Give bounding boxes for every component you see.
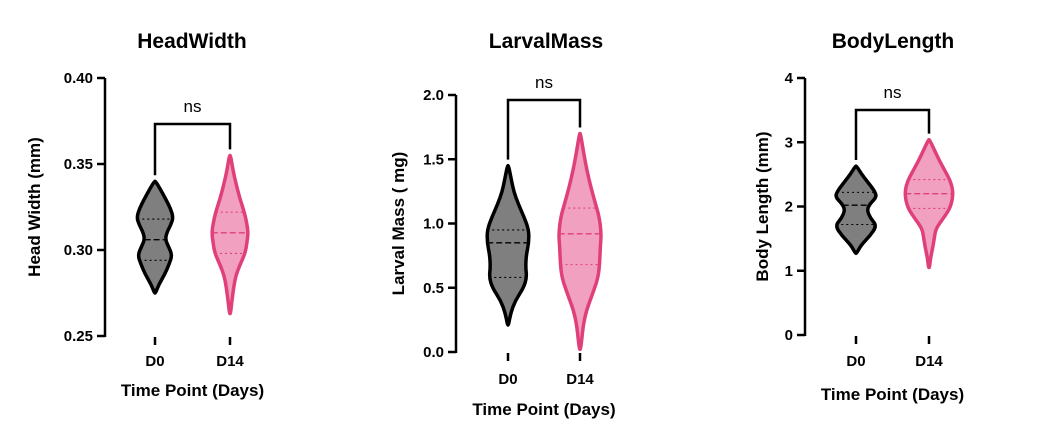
y-tick-label: 0.5 bbox=[423, 280, 444, 297]
chart-title: LarvalMass bbox=[489, 30, 603, 53]
x-axis-label: Time Point (Days) bbox=[121, 381, 264, 400]
x-tick-label: D0 bbox=[145, 353, 164, 370]
chart-panel-2: LarvalMass Larval Mass ( mg) Time Point (D… bbox=[389, 30, 616, 419]
y-tick-label: 4 bbox=[785, 70, 794, 87]
violin-D14 bbox=[210, 153, 250, 316]
violin-D0 bbox=[135, 179, 175, 295]
y-tick-label: 2.0 bbox=[423, 87, 444, 104]
y-tick-label: 3 bbox=[785, 134, 793, 151]
violin-D14 bbox=[557, 131, 603, 352]
y-tick-label: 0 bbox=[785, 327, 793, 344]
x-tick-label: D14 bbox=[915, 353, 943, 370]
x-axis-label: Time Point (Days) bbox=[821, 385, 964, 404]
chart-panel-1: HeadWidth Head Width (mm) Time Point (Days… bbox=[25, 30, 264, 400]
chart-title: BodyLength bbox=[832, 30, 954, 53]
y-tick-label: 1 bbox=[785, 263, 793, 280]
violin-D0 bbox=[834, 164, 878, 256]
chart-title: HeadWidth bbox=[137, 30, 246, 53]
x-tick-label: D14 bbox=[216, 353, 244, 370]
y-axis-label: Body Length (mm) bbox=[753, 131, 772, 281]
significance-label: ns bbox=[884, 83, 902, 102]
y-tick-label: 0.30 bbox=[64, 242, 93, 259]
y-tick-label: 0.25 bbox=[64, 328, 93, 345]
y-tick-label: 1.0 bbox=[423, 216, 444, 233]
significance-label: ns bbox=[184, 97, 202, 116]
y-axis-label: Head Width (mm) bbox=[25, 137, 44, 277]
significance-label: ns bbox=[535, 73, 553, 92]
x-axis-label: Time Point (Days) bbox=[472, 400, 615, 419]
significance-bracket bbox=[854, 108, 931, 161]
x-tick-label: D0 bbox=[846, 353, 865, 370]
chart-panel-3: BodyLength Body Length (mm) Time Point (Da… bbox=[753, 30, 964, 404]
y-tick-label: 0.35 bbox=[64, 156, 93, 173]
violin-D14 bbox=[903, 137, 955, 270]
y-axis-label: Larval Mass ( mg) bbox=[389, 152, 408, 296]
y-tick-label: 0.0 bbox=[423, 344, 444, 361]
y-tick-label: 2 bbox=[785, 199, 793, 216]
y-tick-label: 0.40 bbox=[64, 70, 93, 87]
x-tick-label: D0 bbox=[498, 371, 517, 388]
x-tick-label: D14 bbox=[566, 371, 594, 388]
significance-bracket bbox=[506, 98, 582, 160]
significance-bracket bbox=[153, 122, 232, 176]
y-tick-label: 1.5 bbox=[423, 151, 444, 168]
violin-D0 bbox=[485, 163, 531, 327]
